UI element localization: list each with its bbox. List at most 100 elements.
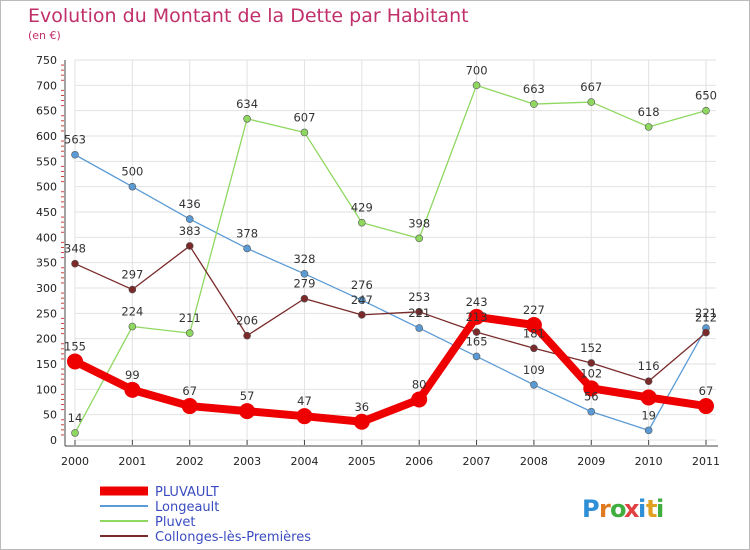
legend-label: PLUVAULT bbox=[155, 485, 219, 500]
data-label: 227 bbox=[523, 303, 545, 317]
data-label: 102 bbox=[580, 366, 602, 380]
axes bbox=[61, 60, 718, 447]
x-tick-label: 2007 bbox=[463, 455, 491, 468]
y-tick-label: 600 bbox=[36, 130, 57, 143]
data-label: 212 bbox=[695, 311, 717, 325]
data-point bbox=[124, 381, 141, 398]
y-tick-label: 650 bbox=[36, 105, 57, 118]
logo-letter: x bbox=[624, 495, 640, 523]
data-label: 436 bbox=[179, 197, 201, 211]
chart-subtitle: (en €) bbox=[28, 29, 61, 42]
y-tick-label: 350 bbox=[36, 257, 57, 270]
data-point bbox=[243, 331, 251, 340]
data-label: 667 bbox=[580, 80, 602, 94]
data-label: 19 bbox=[641, 408, 656, 422]
data-point bbox=[181, 398, 198, 415]
y-tick-label: 50 bbox=[43, 409, 57, 422]
data-label: 221 bbox=[695, 306, 717, 320]
data-label: 297 bbox=[121, 268, 143, 282]
y-tick-label: 750 bbox=[36, 54, 57, 67]
data-label: 67 bbox=[182, 384, 197, 398]
data-point bbox=[353, 413, 370, 430]
data-point bbox=[644, 426, 653, 435]
data-point bbox=[587, 407, 596, 416]
data-point bbox=[702, 106, 710, 115]
data-label: 57 bbox=[240, 389, 255, 403]
y-tick-label: 550 bbox=[36, 155, 57, 168]
series-line bbox=[74, 245, 707, 382]
data-point bbox=[644, 123, 653, 131]
series-collonges-l-s-premi-res bbox=[71, 242, 710, 386]
x-tick-label: 2000 bbox=[61, 455, 89, 468]
data-label: 378 bbox=[236, 226, 258, 240]
data-label: 109 bbox=[523, 363, 545, 377]
data-point bbox=[185, 215, 194, 223]
legend-label: Pluvet bbox=[155, 515, 195, 530]
y-tick-label: 400 bbox=[36, 231, 57, 244]
data-label: 279 bbox=[293, 277, 315, 291]
y-tick-label: 200 bbox=[36, 333, 57, 346]
data-point bbox=[300, 294, 309, 303]
data-label: 429 bbox=[351, 201, 373, 215]
data-point bbox=[530, 344, 538, 353]
x-tick-label: 2001 bbox=[118, 455, 146, 468]
data-label: 700 bbox=[466, 63, 488, 77]
data-label: 36 bbox=[354, 400, 369, 414]
data-point bbox=[243, 114, 251, 123]
data-point bbox=[300, 270, 309, 278]
x-tick-label: 2003 bbox=[233, 455, 261, 468]
y-tick-label: 300 bbox=[36, 282, 57, 295]
logo-letter: i bbox=[638, 495, 646, 523]
x-tick-label: 2006 bbox=[405, 455, 433, 468]
y-axis-ticks: 0 50 100 150 200 250 300 350 400 450 500 550 600 650 7… bbox=[36, 54, 57, 447]
data-label: 398 bbox=[408, 216, 430, 230]
x-tick-label: 2002 bbox=[176, 455, 204, 468]
series-layer bbox=[67, 81, 714, 437]
data-point bbox=[411, 391, 428, 408]
data-point bbox=[71, 150, 79, 159]
series-line bbox=[74, 84, 707, 434]
data-label: 224 bbox=[121, 305, 143, 319]
data-point bbox=[128, 285, 137, 294]
x-tick-label: 2011 bbox=[692, 455, 720, 468]
data-point bbox=[644, 377, 653, 386]
data-label: 213 bbox=[466, 310, 488, 324]
data-label: 253 bbox=[408, 290, 430, 304]
y-tick-label: 450 bbox=[36, 206, 57, 219]
logo-letter: i bbox=[656, 495, 664, 523]
data-point bbox=[640, 389, 657, 406]
data-label: 276 bbox=[351, 278, 373, 292]
data-point bbox=[358, 218, 366, 227]
data-point bbox=[71, 429, 79, 437]
data-point bbox=[530, 100, 538, 108]
data-point bbox=[698, 398, 714, 415]
y-tick-label: 250 bbox=[36, 307, 57, 320]
data-point bbox=[296, 408, 313, 425]
data-point bbox=[128, 322, 137, 331]
series-line bbox=[71, 312, 710, 426]
data-point bbox=[415, 234, 423, 243]
series-pluvet bbox=[71, 81, 710, 437]
y-tick-label: 150 bbox=[36, 358, 57, 371]
data-label: 99 bbox=[125, 368, 140, 382]
x-tick-label: 2004 bbox=[290, 455, 318, 468]
data-point bbox=[587, 98, 596, 106]
data-label: 165 bbox=[466, 334, 488, 348]
data-label: 47 bbox=[297, 394, 312, 408]
data-label: 618 bbox=[638, 105, 660, 119]
data-point bbox=[468, 308, 485, 325]
data-label: 211 bbox=[179, 311, 201, 325]
data-point bbox=[243, 244, 251, 253]
data-point bbox=[358, 311, 366, 319]
data-point bbox=[525, 316, 542, 333]
data-label: 500 bbox=[121, 165, 143, 179]
data-label: 383 bbox=[179, 224, 201, 238]
data-label: 607 bbox=[293, 110, 315, 124]
data-label: 155 bbox=[64, 339, 86, 353]
data-point bbox=[185, 242, 194, 250]
data-point bbox=[415, 324, 423, 332]
data-label: 181 bbox=[523, 326, 545, 340]
data-point bbox=[358, 296, 366, 304]
